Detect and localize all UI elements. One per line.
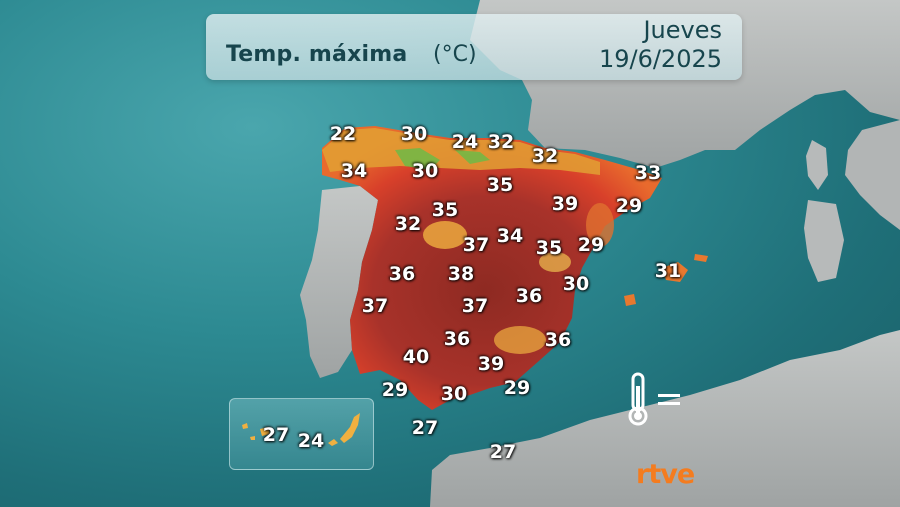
temp-label: 32: [487, 131, 515, 153]
temp-label: 29: [503, 377, 531, 399]
temp-label: 34: [340, 160, 368, 182]
temp-label: 36: [515, 285, 543, 307]
mallorca: [662, 262, 688, 282]
forecast-date: 19/6/2025: [598, 45, 722, 73]
temp-label: 35: [486, 174, 514, 196]
temp-label: 29: [381, 379, 409, 401]
temp-label: 33: [634, 162, 662, 184]
temp-label: 22: [329, 123, 357, 145]
temp-label: 32: [531, 145, 559, 167]
temp-label: 38: [447, 263, 475, 285]
heat-patch-3: [539, 252, 571, 272]
corsica: [806, 140, 828, 190]
canary-islands-shapes: [242, 413, 360, 446]
temp-label: 32: [394, 213, 422, 235]
temp-label: 36: [544, 329, 572, 351]
temp-label: 37: [461, 295, 489, 317]
temp-label: 37: [361, 295, 389, 317]
temp-label: 39: [477, 353, 505, 375]
temp-label: 27: [489, 441, 517, 463]
temp-label: 30: [411, 160, 439, 182]
temp-label: 35: [431, 199, 459, 221]
north-africa-landmass: [430, 330, 900, 507]
menorca: [694, 254, 708, 262]
canarias-temp-label: 24: [297, 430, 325, 452]
heat-patch-2: [494, 326, 546, 354]
heat-patch-1: [423, 221, 467, 249]
temp-label: 36: [388, 263, 416, 285]
map-title: Temp. máxima: [226, 42, 408, 67]
temp-label: 27: [411, 417, 439, 439]
ibiza: [624, 294, 636, 306]
temp-label: 30: [400, 123, 428, 145]
temp-label: 40: [402, 346, 430, 368]
temp-label: 31: [654, 260, 682, 282]
map-unit: (°C): [433, 42, 477, 67]
temp-label: 29: [615, 195, 643, 217]
sardinia: [804, 200, 844, 282]
green-patches: [395, 148, 490, 170]
temp-label: 36: [443, 328, 471, 350]
heat-patch-4: [586, 203, 614, 247]
portugal-landmass: [300, 186, 378, 378]
temp-label: 30: [562, 273, 590, 295]
rtve-logo: rtve: [636, 459, 695, 490]
canarias-temp-label: 27: [262, 424, 290, 446]
italy-landmass: [845, 120, 900, 230]
temp-label: 39: [551, 193, 579, 215]
forecast-day: Jueves: [643, 16, 722, 44]
temp-label: 30: [440, 383, 468, 405]
canary-islands-inset: [229, 398, 374, 470]
temp-label: 29: [577, 234, 605, 256]
header-panel: [206, 14, 742, 80]
thermometer-icon: [628, 372, 680, 426]
temp-label: 24: [451, 131, 479, 153]
temp-label: 34: [496, 225, 524, 247]
temp-label: 37: [462, 234, 490, 256]
spain-heatmap: [322, 126, 662, 410]
temp-label: 35: [535, 237, 563, 259]
